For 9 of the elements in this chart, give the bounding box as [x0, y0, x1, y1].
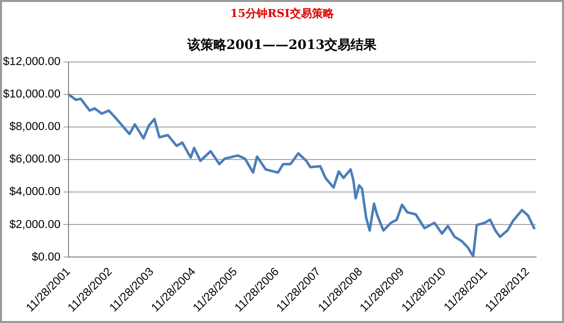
- y-tick-label: $10,000.00: [2, 88, 61, 101]
- y-tick-label: $6,000.00: [9, 154, 61, 166]
- y-tick-label: $4,000.00: [9, 186, 61, 198]
- y-tick-label: $8,000.00: [9, 121, 61, 134]
- y-tick-label: $12,000.00: [2, 56, 61, 68]
- y-tick-label: $2,000.00: [9, 218, 61, 231]
- chart-title: 15分钟RSI交易策略: [229, 6, 335, 21]
- chart-subtitle: 该策略2001——2013交易结果: [186, 36, 378, 54]
- y-tick-label: $0.00: [32, 251, 61, 264]
